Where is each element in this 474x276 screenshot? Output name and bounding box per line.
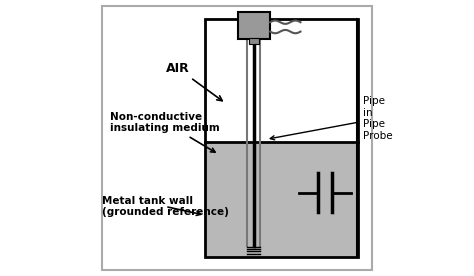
Text: Non-conductive
insulating medium: Non-conductive insulating medium <box>110 112 220 152</box>
Bar <box>205 19 358 257</box>
Bar <box>249 30 258 41</box>
Bar <box>248 38 258 44</box>
Text: Pipe
in
Pipe
Probe: Pipe in Pipe Probe <box>270 96 392 141</box>
Bar <box>205 142 358 257</box>
Text: AIR: AIR <box>166 62 222 101</box>
Text: Metal tank wall
(grounded reference): Metal tank wall (grounded reference) <box>102 196 228 217</box>
Bar <box>238 12 270 39</box>
